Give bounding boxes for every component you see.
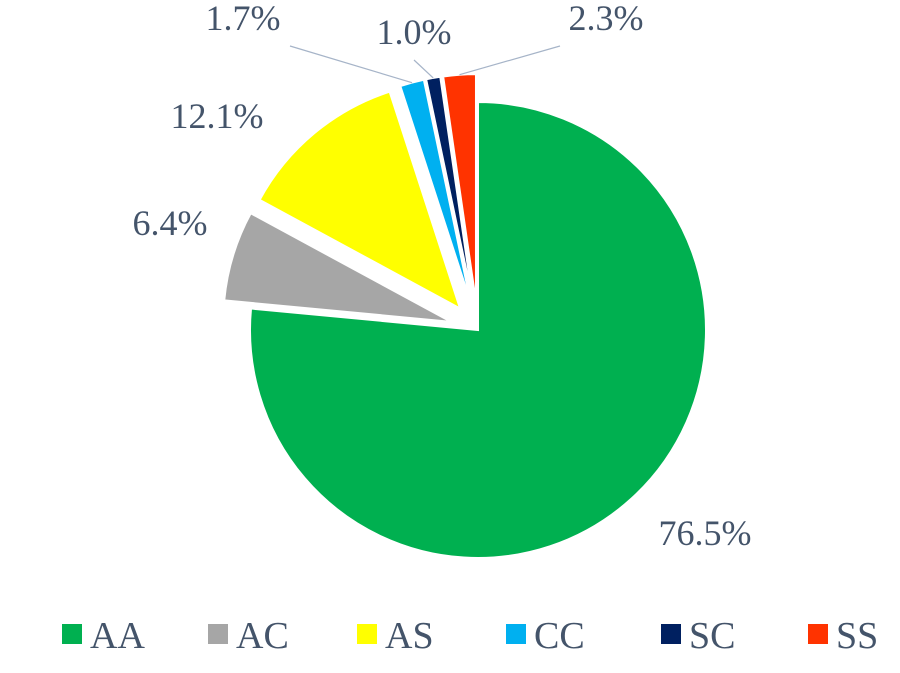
legend-label-ac: AC xyxy=(236,615,289,657)
legend-label-aa: AA xyxy=(90,615,145,657)
legend: AA AC AS CC SC SS xyxy=(62,615,878,657)
legend-swatch-ss xyxy=(808,624,828,644)
legend-label-ss: SS xyxy=(836,615,878,657)
pie-slice-as xyxy=(258,90,462,311)
pie-slice-sc xyxy=(424,75,475,303)
pie-slice-ac xyxy=(223,211,452,323)
legend-item-as: AS xyxy=(357,615,434,657)
legend-item-ac: AC xyxy=(208,615,289,657)
data-label-sc: 1.0% xyxy=(377,12,452,52)
legend-item-sc: SC xyxy=(661,615,735,657)
pie-slice-cc xyxy=(399,78,472,304)
legend-swatch-sc xyxy=(661,624,681,644)
legend-swatch-ac xyxy=(208,624,228,644)
legend-item-aa: AA xyxy=(62,615,145,657)
legend-label-as: AS xyxy=(385,615,434,657)
legend-item-cc: CC xyxy=(506,615,585,657)
legend-label-sc: SC xyxy=(689,615,735,657)
data-label-cc: 1.7% xyxy=(206,0,281,38)
legend-swatch-aa xyxy=(62,624,82,644)
legend-swatch-cc xyxy=(506,624,526,644)
data-label-as: 12.1% xyxy=(171,96,264,136)
legend-swatch-as xyxy=(357,624,377,644)
leader-lines xyxy=(289,45,561,84)
data-labels: 76.5% 6.4% 12.1% 1.7% 1.0% 2.3% xyxy=(133,0,752,553)
leader-line-ss xyxy=(459,45,561,76)
pie-slices xyxy=(223,73,707,559)
legend-label-cc: CC xyxy=(534,615,585,657)
leader-line-sc xyxy=(413,59,434,79)
data-label-ss: 2.3% xyxy=(569,0,644,38)
legend-item-ss: SS xyxy=(808,615,878,657)
data-label-ac: 6.4% xyxy=(133,203,208,243)
leader-line-cc xyxy=(289,45,413,84)
data-label-aa: 76.5% xyxy=(659,513,752,553)
pie-slice-aa xyxy=(249,100,707,559)
